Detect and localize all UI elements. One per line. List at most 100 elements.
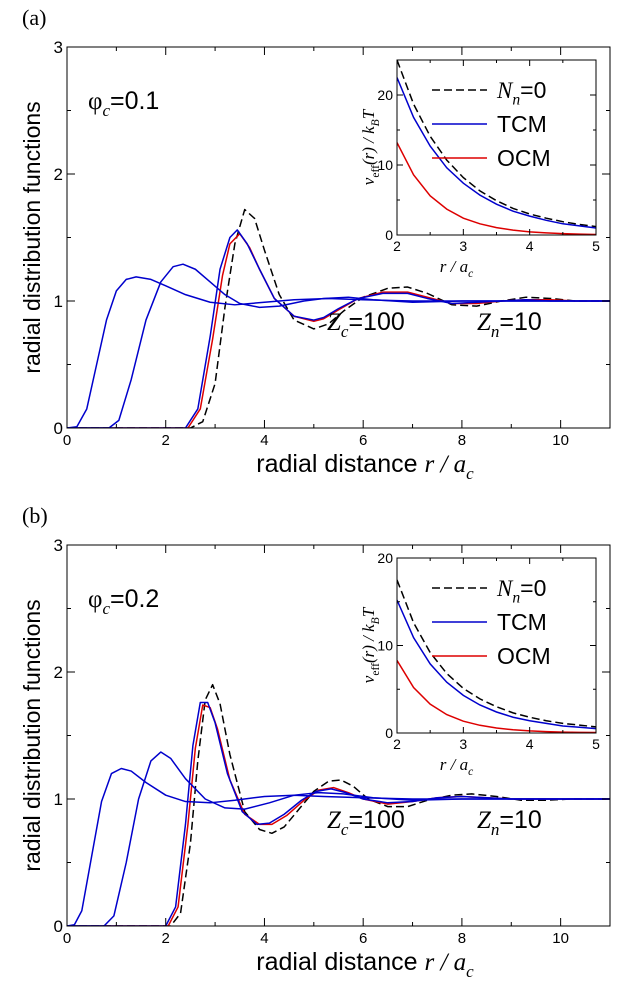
volume-fraction-annotation: φc=0.1	[88, 87, 159, 120]
inset-y-tick-label: 10	[377, 638, 393, 654]
x-axis-label-math: r / a	[424, 451, 466, 478]
legend-label-sub: n	[512, 91, 520, 108]
panel-label: (a)	[22, 5, 46, 30]
zc-symbol: Z	[327, 807, 342, 834]
panel-label: (b)	[22, 503, 48, 528]
inset-y-tick-label: 10	[377, 157, 393, 173]
x-axis-label-math: r / a	[424, 949, 466, 976]
y-tick-label: 2	[54, 663, 63, 682]
nanoparticle-charge-annotation: Zn=10	[477, 806, 542, 839]
inset-series-tcm	[397, 599, 596, 730]
x-tick-label: 0	[63, 432, 71, 449]
y-tick-label: 3	[54, 536, 63, 555]
legend-label-sub: n	[512, 589, 520, 606]
inset-x-tick-label: 3	[459, 736, 467, 752]
legend-label-rest: =0	[520, 77, 546, 103]
phi-sub: c	[102, 599, 110, 618]
y-tick-label: 0	[54, 917, 63, 936]
space	[418, 948, 425, 976]
legend-label-ocm: OCM	[497, 145, 551, 171]
x-tick-label: 8	[458, 432, 466, 449]
zc-sub: c	[341, 322, 349, 341]
zn-value: =10	[499, 806, 541, 834]
inset-x-label-math: r / a	[440, 755, 468, 774]
x-tick-label: 6	[359, 930, 367, 947]
inset-legend: Nn=0 TCM OCM	[432, 575, 551, 669]
y-tick-label: 1	[54, 790, 63, 809]
x-axis-label-sub: c	[466, 962, 474, 981]
inset-x-tick-label: 5	[592, 736, 600, 752]
inset-x-axis-label: r / ac	[440, 755, 473, 778]
legend-label-n: N	[496, 576, 514, 601]
space	[418, 450, 425, 478]
series-group	[67, 683, 610, 926]
zn-symbol: Z	[477, 309, 492, 336]
inset-x-tick-label: 2	[393, 736, 401, 752]
inset-series-tcm	[397, 77, 596, 229]
inset-x-label-sub: c	[468, 765, 473, 778]
legend-label-ocm: OCM	[497, 643, 551, 669]
zn-sub: n	[491, 820, 500, 839]
y-tick-label: 1	[54, 292, 63, 311]
inset-y-label-v: v	[359, 177, 378, 185]
inset-series-nn0	[397, 579, 596, 728]
x-tick-label: 10	[552, 930, 569, 947]
phi-sub: c	[102, 101, 110, 120]
inset-x-tick-label: 3	[459, 238, 467, 254]
phi-value: =0.1	[110, 87, 159, 115]
zc-value: =100	[348, 308, 404, 336]
y-axis-label: radial distribution functions	[19, 599, 45, 871]
phi-symbol: φ	[88, 586, 102, 613]
inset-y-label-mid: (r) / k	[359, 624, 378, 663]
inset-y-tick-label: 0	[385, 227, 393, 243]
series-line-nn0-0	[67, 683, 610, 926]
legend-label-n: N	[496, 78, 514, 103]
x-tick-label: 6	[359, 432, 367, 449]
nanoparticle-charge-annotation: Zn=10	[477, 308, 542, 341]
inset-y-tick-label: 20	[377, 87, 393, 103]
zc-symbol: Z	[327, 309, 342, 336]
x-axis-label-text: radial distance	[256, 450, 417, 478]
inset-legend: Nn=0 TCM OCM	[432, 77, 551, 171]
x-axis-label-text: radial distance	[256, 948, 417, 976]
zn-sub: n	[491, 322, 500, 341]
legend-label-tcm: TCM	[497, 111, 547, 137]
inset-x-tick-label: 2	[393, 238, 401, 254]
x-axis-label-sub: c	[466, 464, 474, 483]
inset-y-label-b: B	[369, 617, 382, 624]
legend-label-text: TCM	[497, 111, 547, 137]
inset-y-tick-label: 0	[385, 725, 393, 741]
series-line-tcm-3	[67, 767, 610, 926]
colloid-charge-annotation: Zc=100	[327, 308, 405, 341]
x-tick-label: 10	[552, 432, 569, 449]
zc-value: =100	[348, 806, 404, 834]
inset-y-label-t: T	[359, 606, 378, 617]
x-tick-label: 2	[162, 432, 170, 449]
x-tick-label: 4	[260, 930, 268, 947]
zn-symbol: Z	[477, 807, 492, 834]
inset-series-nn0	[397, 60, 596, 228]
inset-y-label-eff: eff	[369, 165, 382, 178]
inset-y-label-t: T	[359, 108, 378, 119]
inset-y-axis-label: veff(r) / kBT	[359, 108, 382, 185]
y-tick-label: 3	[54, 38, 63, 57]
x-axis-label: radial distance r / ac	[256, 450, 474, 483]
inset-x-label-math: r / a	[440, 257, 468, 276]
series-line-tcm-4	[67, 263, 610, 428]
inset-x-axis-label: r / ac	[440, 257, 473, 280]
legend-label-nn0: Nn=0	[496, 575, 546, 606]
inset-y-label-b: B	[369, 119, 382, 126]
inset-x-label-sub: c	[468, 267, 473, 280]
inset-background	[397, 60, 596, 235]
inset-chart: 2 3 4 5 0 10 20 r / ac veff(r) / kBT Nn=0 TCM OCM	[359, 59, 600, 280]
volume-fraction-annotation: φc=0.2	[88, 585, 159, 618]
inset-y-label-eff: eff	[369, 663, 382, 676]
legend-label-text: TCM	[497, 609, 547, 635]
x-tick-label: 2	[162, 930, 170, 947]
zn-value: =10	[499, 308, 541, 336]
x-tick-label: 0	[63, 930, 71, 947]
inset-y-tick-label: 20	[377, 550, 393, 566]
colloid-charge-annotation: Zc=100	[327, 806, 405, 839]
